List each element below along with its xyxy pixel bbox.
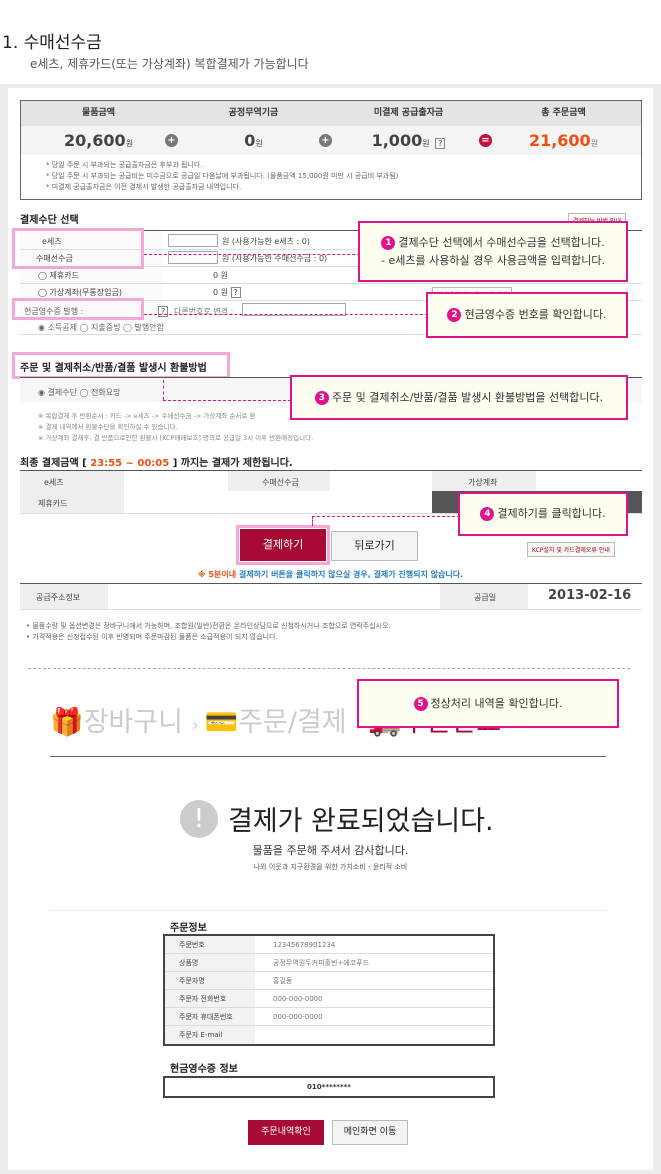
order-info-table: 주문번호 12345678901234 상품명 공정무역원두커피홀빈+에코푸드 주문…	[163, 934, 495, 1046]
unpaid-amount: 1,000원 ?	[331, 126, 486, 155]
thanks-text: 물품을 주문해 주셔서 감사합니다.	[252, 844, 409, 857]
note: * 당일 주문 시 부과되는 공급비는 미수금으로 공급일 다음날에 부과됩니다…	[46, 172, 399, 180]
date-label: 공급일	[474, 593, 497, 602]
help-icon[interactable]: ?	[158, 306, 169, 317]
esets-label: e세츠	[42, 237, 62, 246]
order-summary: 물품금액 공정무역기금 미결제 공급출자금 총 주문금액 20,600원 0원 …	[20, 100, 642, 200]
final-esets: e세츠	[44, 478, 64, 487]
highlight-box	[12, 228, 144, 269]
card-option[interactable]: ◯ 제휴카드	[38, 271, 79, 280]
note: * 당일 주문 시 부과되는 공급출자금은 후부과 됩니다.	[46, 161, 203, 169]
receipt-info-title: 현금영수증 정보	[170, 1064, 238, 1075]
final-title: 최종 결제금액 [ 23:55 ~ 00:05 ] 까지는 결제가 제한됩니다.	[20, 458, 293, 469]
page-subtitle: e세츠, 제휴카드(또는 가상계좌) 복합결제가 가능합니다	[30, 57, 309, 71]
esets-available: 원 (사용가능한 e세츠 : 0)	[222, 237, 311, 246]
table-row: 주문자명 홍길동	[165, 972, 493, 990]
callout-1: 1 결제수단 선택에서 수매선수금을 선택합니다. - e세츠를 사용하실 경우 …	[358, 221, 628, 282]
highlight-box	[12, 298, 144, 320]
col-goods: 물품금액	[81, 108, 116, 118]
table-row: 주문자 전화번호 000-000-0000	[165, 990, 493, 1008]
table-row: 주문번호 12345678901234	[165, 936, 493, 954]
total-amount: 21,600원	[528, 131, 599, 150]
plus-icon: +	[319, 134, 332, 147]
pay-warning: ※ 5분이내 결제하기 버튼을 클릭하지 않으실 경우, 결제가 진행되지 않습…	[197, 570, 464, 579]
refund-title: 주문 및 결제취소/반품/결품 발생시 환불방법	[20, 363, 207, 374]
highlight-box	[236, 525, 330, 565]
refund-notes: ※ 복합결제 후 반환순서 : 카드 -> e세츠 -> 수매선수금 -> 가상…	[38, 412, 314, 442]
table-row: 주문자 휴대폰번호 000-000-0000	[165, 1008, 493, 1026]
prepay-input[interactable]	[168, 251, 218, 264]
callout-2: 2 현금영수증 번호를 확인합니다.	[426, 292, 628, 338]
plus-icon: +	[165, 134, 178, 147]
col-fund: 공정무역기금	[228, 108, 279, 118]
step-payment: 주문/결제	[238, 707, 347, 738]
back-button[interactable]: 뒤로가기	[331, 531, 418, 561]
esets-input[interactable]	[168, 234, 218, 247]
col-total: 총 주문금액	[541, 108, 586, 118]
order-notes: • 물품수량 및 옵션변경은 장바구니에서 가능하며, 조합원(일반)전환은 온…	[26, 622, 391, 641]
receipt-change-label: 다른번호로 변경 :	[174, 307, 234, 316]
equals-icon: =	[479, 134, 492, 147]
note: * 미결제 공급출자금은 이전 결제시 발생한 공급출자금 내역입니다.	[46, 183, 242, 191]
main-page-button[interactable]: 메인화면 이동	[332, 1120, 408, 1145]
final-card: 제휴카드	[38, 499, 68, 508]
final-vbank: 가상계좌	[468, 478, 498, 487]
goods-amount: 20,600원	[63, 131, 134, 150]
table-row: 주문자 E-mail	[165, 1026, 493, 1044]
final-prepay: 수매선수금	[262, 478, 299, 487]
fund-amount: 0원	[244, 131, 263, 150]
exclamation-icon: !	[180, 800, 218, 838]
card-icon: 💳	[204, 707, 239, 738]
order-history-button[interactable]: 주문내역확인	[248, 1120, 324, 1145]
callout-3: 3 주문 및 결제취소/반품/결품 발생시 환불방법을 선택합니다.	[290, 375, 628, 420]
help-icon[interactable]: ?	[230, 287, 241, 298]
col-unpaid: 미결제 공급출자금	[373, 108, 444, 118]
address-label: 공급주소정보	[36, 593, 81, 602]
pay-button[interactable]: 결제하기	[240, 529, 326, 561]
vbank-amount: 0 원 ?	[213, 287, 241, 298]
order-info-title: 주문정보	[170, 923, 207, 934]
card-amount: 0 원	[213, 271, 228, 280]
prepay-label: 수매선수금	[36, 254, 73, 263]
receipt-options[interactable]: ◉ 소득공제 ◯ 지출증빙 ◯ 발행안함	[38, 323, 164, 332]
table-row: 상품명 공정무역원두커피홀빈+에코푸드	[165, 954, 493, 972]
refund-options[interactable]: ◉ 결제수단 ◯ 전화요망	[38, 388, 121, 397]
payment-title: 결제수단 선택	[20, 215, 79, 226]
step-cart: 장바구니	[83, 707, 183, 738]
receipt-number-input[interactable]	[242, 303, 346, 316]
prepay-available: 원 (사용가능한 수매선수금 : 0)	[222, 254, 328, 263]
page-title: 1. 수매선수금	[2, 33, 102, 53]
receipt-number: 010********	[163, 1076, 495, 1098]
gift-icon: 🎁	[50, 707, 84, 738]
receipt-label: 현금영수증 발행 :	[24, 307, 84, 316]
callout-5: 5 정상처리 내역을 확인합니다.	[357, 679, 619, 728]
help-icon[interactable]: ?	[435, 138, 446, 149]
supply-date: 2013-02-16	[548, 588, 632, 603]
callout-4: 4 결제하기를 클릭합니다.	[458, 492, 628, 536]
kcp-guide-button[interactable]: KCP설치 및 카드결제오류 안내	[527, 542, 615, 557]
slogan-text: 나와 이웃과 지구환경을 위한 가치소비 - 윤리적 소비	[253, 863, 408, 871]
complete-title: 결제가 완료되었습니다.	[228, 806, 494, 837]
vbank-option[interactable]: ◯ 가상계좌(무통장입금)	[38, 288, 122, 297]
